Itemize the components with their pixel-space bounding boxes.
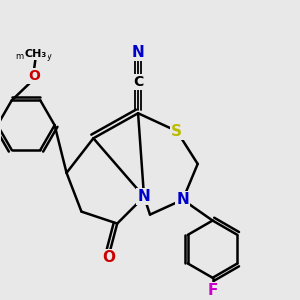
Text: methoxy: methoxy (15, 52, 52, 61)
Text: N: N (132, 45, 145, 60)
Text: O: O (102, 250, 115, 265)
Text: O: O (28, 69, 40, 83)
Text: S: S (171, 124, 182, 139)
Text: CH₃: CH₃ (24, 49, 47, 58)
Text: F: F (207, 284, 218, 298)
Text: C: C (133, 75, 143, 89)
Text: N: N (138, 189, 150, 204)
Text: N: N (176, 192, 189, 207)
